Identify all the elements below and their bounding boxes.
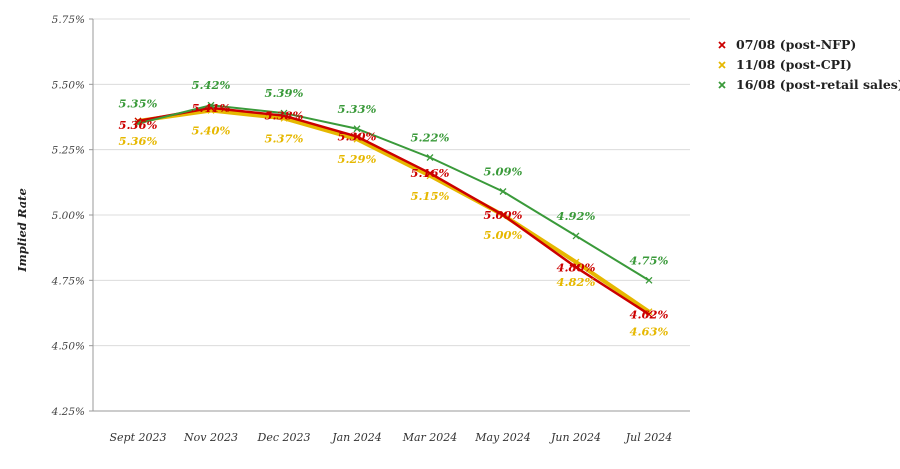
x-tick-label: Jan 2024 — [330, 431, 382, 444]
legend-marker-icon — [718, 81, 726, 89]
y-tick-label: 5.75% — [52, 14, 85, 26]
x-tick-label: Nov 2023 — [183, 431, 238, 444]
data-label: 5.22% — [411, 131, 450, 145]
data-point-marker — [499, 188, 507, 195]
data-point-marker — [134, 120, 142, 127]
data-label: 4.62% — [630, 307, 669, 321]
y-tick-label: 4.75% — [51, 275, 85, 287]
legend-entry: 07/08 (post-NFP) — [736, 37, 856, 52]
y-tick-label: 4.25% — [51, 406, 85, 418]
data-label: 4.63% — [630, 325, 669, 339]
x-tick-label: Jun 2024 — [549, 431, 601, 444]
axes: 4.25% 4.50% 4.75% 5.00% 5.25% 5.50% 5.75% Sept … — [51, 14, 690, 444]
data-label: 4.92% — [557, 209, 596, 223]
y-tick-label: 5.25% — [52, 145, 85, 157]
data-label: 5.33% — [338, 102, 377, 116]
legend: 07/08 (post-NFP) 11/08 (post-CPI) 16/08 (p… — [718, 37, 900, 92]
data-point-marker — [645, 276, 653, 284]
data-label: 5.16% — [411, 166, 450, 180]
series-line — [137, 104, 650, 282]
y-tick-label: 4.50% — [51, 341, 85, 353]
data-label: 5.15% — [411, 189, 450, 203]
data-label: 5.29% — [338, 152, 377, 166]
series-lines — [134, 101, 653, 318]
data-label: 5.09% — [484, 164, 523, 178]
data-labels: 5.35% 5.42% 5.39% 5.33% 5.22% 5.09% 4.92% 4.75%… — [119, 78, 669, 338]
x-tick-label: Dec 2023 — [257, 431, 311, 444]
data-label: 5.39% — [265, 86, 304, 100]
data-label: 4.75% — [630, 253, 669, 267]
x-tick-label: Jul 2024 — [624, 431, 673, 444]
data-label: 4.80% — [557, 260, 596, 274]
data-point-marker — [207, 101, 215, 109]
y-tick-label: 5.50% — [52, 79, 85, 91]
data-label: 5.36% — [119, 134, 158, 148]
data-point-marker — [280, 109, 288, 117]
x-tick-label: Sept 2023 — [110, 431, 167, 444]
data-label: 5.37% — [265, 131, 304, 145]
data-point-marker — [426, 154, 434, 161]
legend-marker-icon — [718, 41, 726, 49]
data-point-marker — [572, 232, 580, 240]
data-label: 5.42% — [192, 78, 231, 92]
data-point-marker — [353, 125, 361, 133]
series-line — [137, 108, 651, 314]
data-label: 5.40% — [192, 123, 231, 137]
legend-entry: 11/08 (post-CPI) — [736, 57, 852, 72]
y-tick-label: 5.00% — [52, 210, 85, 222]
data-point-marker — [353, 133, 361, 141]
data-label: 5.00% — [484, 208, 523, 222]
x-tick-label: Mar 2024 — [402, 431, 458, 444]
y-axis-label: Implied Rate — [15, 188, 29, 273]
x-tick-label: May 2024 — [474, 431, 531, 444]
data-point-marker — [426, 169, 434, 177]
data-label: 4.82% — [557, 275, 596, 289]
data-point-marker — [572, 258, 580, 266]
series-line — [137, 106, 650, 316]
legend-entry: 16/08 (post-retail sales) — [736, 77, 900, 92]
data-label: 5.36% — [119, 118, 158, 132]
data-label: 5.41% — [192, 101, 231, 115]
legend-marker-icon — [718, 61, 726, 69]
data-point-marker — [499, 211, 507, 219]
data-point-marker — [645, 310, 653, 318]
data-label: 5.30% — [338, 130, 377, 144]
grid-lines — [93, 18, 690, 412]
data-label: 5.00% — [484, 228, 523, 242]
data-label: 5.38% — [265, 109, 304, 123]
data-label: 5.35% — [119, 97, 158, 111]
data-point-marker — [572, 263, 580, 271]
